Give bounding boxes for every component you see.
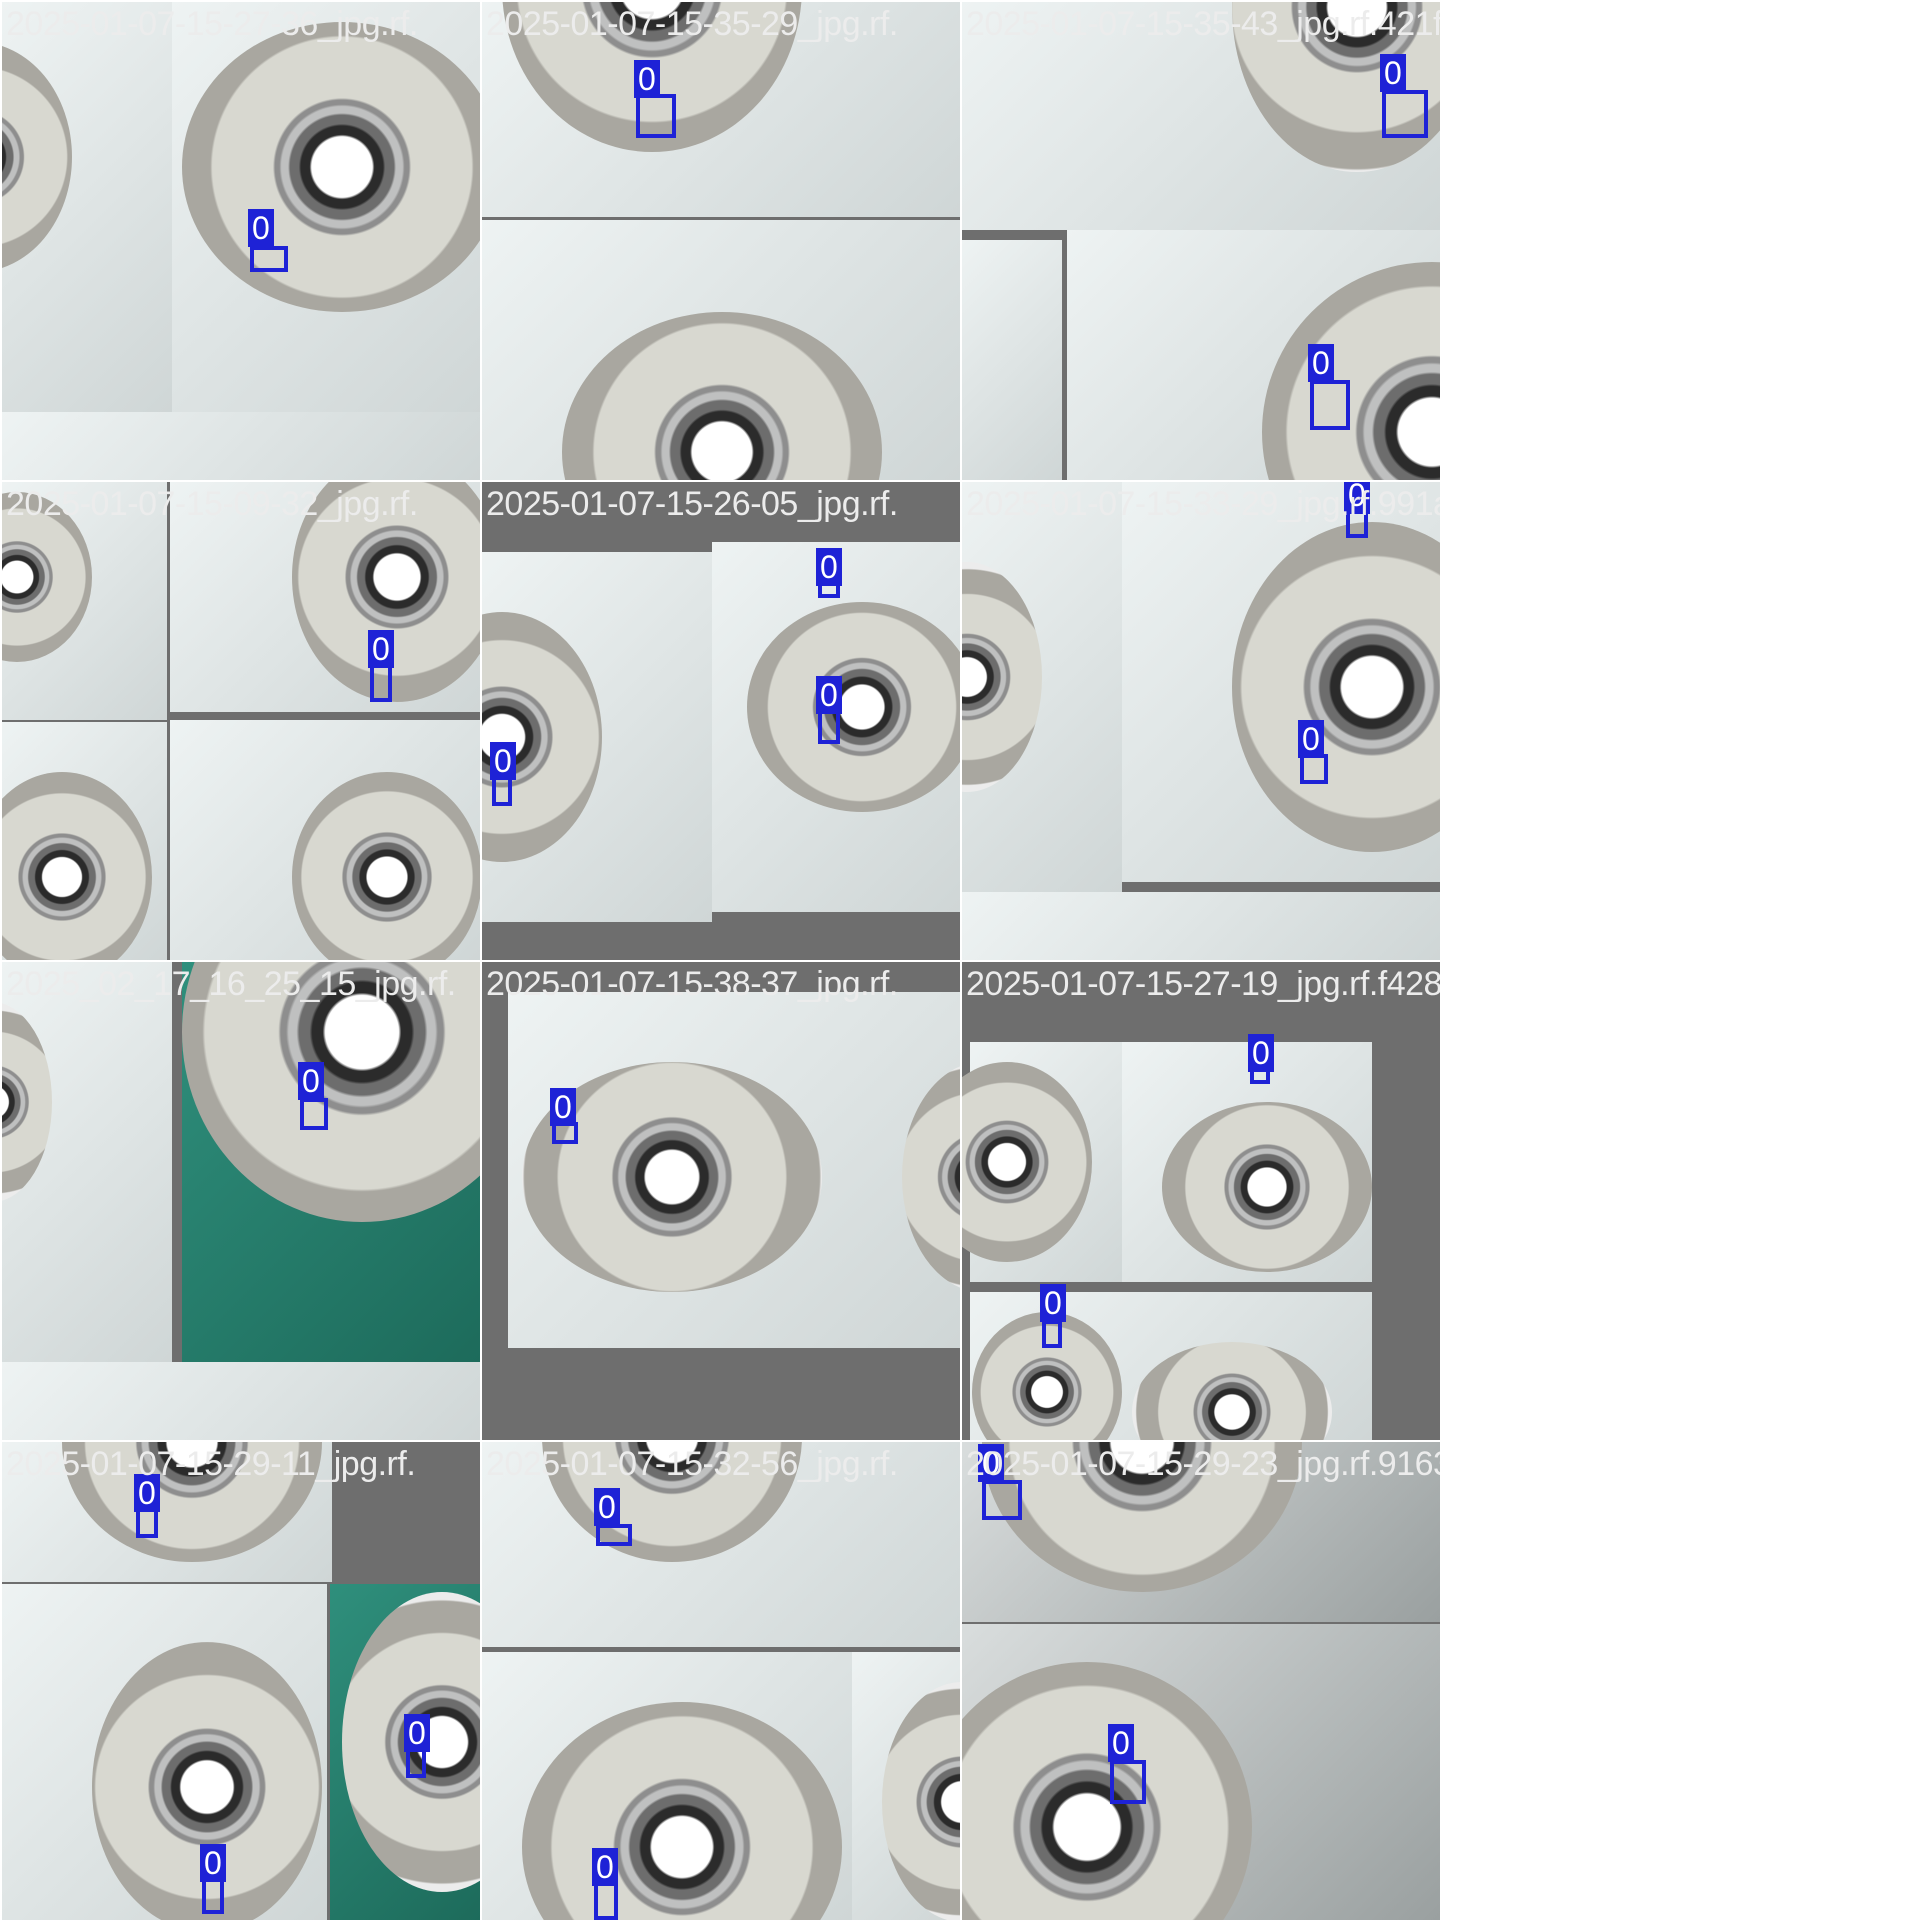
mosaic-tile: 0 0 0 2025-01-07-15-26-05_jpg.rf. <box>482 482 960 960</box>
box-label: 0 <box>816 548 842 586</box>
tile-caption: 2025-01-07-15-09-32_jpg.rf. <box>6 485 418 523</box>
box-label: 0 <box>1380 54 1406 92</box>
bounding-box <box>1110 1760 1146 1804</box>
mosaic-tile: 0 0 2025-01-07-15-27-19_jpg.rf.f42899149… <box>962 962 1440 1440</box>
bounding-box <box>202 1878 224 1914</box>
box-label: 0 <box>404 1714 430 1752</box>
tile-caption: 2025-01-07-15-35-29_jpg.rf. <box>486 5 898 43</box>
bounding-box <box>594 1882 618 1920</box>
mosaic-tile: 0 2025-01-07-15-09-32_jpg.rf. <box>2 482 480 960</box>
tile-caption: 2025-01-07-15-33-29_jpg.rf.991a38ec31f65 <box>966 485 1440 523</box>
box-label: 0 <box>1298 720 1324 758</box>
box-label: 0 <box>816 676 842 714</box>
bounding-box <box>406 1748 426 1778</box>
tile-caption: 2025-01-07-15-27-36_jpg.rf. <box>6 5 418 43</box>
box-label: 0 <box>1308 344 1334 382</box>
bounding-box <box>818 710 840 744</box>
bounding-box <box>636 94 676 138</box>
tile-caption: 2025-01-07-15-32-56_jpg.rf. <box>486 1445 898 1483</box>
tile-caption: 2025-01-07-15-27-19_jpg.rf.f42899149553c <box>966 965 1440 1003</box>
bounding-box <box>136 1508 158 1538</box>
mosaic-tile: 0 0 2025-01-07-15-29-23_jpg.rf.9163da244… <box>962 1442 1440 1920</box>
box-label: 0 <box>592 1848 618 1886</box>
box-label: 0 <box>248 209 274 247</box>
box-label: 0 <box>978 1444 1004 1482</box>
box-label: 0 <box>1108 1724 1134 1762</box>
tile-caption: 2025-01-07-15-38-37_jpg.rf. <box>486 965 898 1003</box>
box-label: 0 <box>490 742 516 780</box>
mosaic-tile: 0 0 2025-01-07-15-33-29_jpg.rf.991a38ec3… <box>962 482 1440 960</box>
tile-caption: 2025-01-07-15-26-05_jpg.rf. <box>486 485 898 523</box>
box-label: 0 <box>1040 1284 1066 1322</box>
box-label: 0 <box>1248 1034 1274 1072</box>
box-label: 0 <box>200 1844 226 1882</box>
bounding-box <box>1300 754 1328 784</box>
mosaic-tile: 0 0 2025-01-07-15-32-56_jpg.rf. <box>482 1442 960 1920</box>
mosaic-tile: 0 2025_02_17_16_25_15_jpg.rf. <box>2 962 480 1440</box>
mosaic-tile: 0 2025-01-07-15-38-37_jpg.rf. <box>482 962 960 1440</box>
mosaic-tile: 0 2025-01-07-15-35-29_jpg.rf. <box>482 2 960 480</box>
bounding-box <box>300 1098 328 1130</box>
bounding-box <box>492 776 512 806</box>
box-label: 0 <box>550 1088 576 1126</box>
box-label: 0 <box>298 1062 324 1100</box>
mosaic-tile: 0 2025-01-07-15-27-36_jpg.rf. <box>2 2 480 480</box>
box-label: 0 <box>134 1474 160 1512</box>
tile-caption: 2025_02_17_16_25_15_jpg.rf. <box>6 965 456 1003</box>
bounding-box <box>1042 1320 1062 1348</box>
tile-caption: 2025-01-07-15-29-11_jpg.rf. <box>6 1445 416 1483</box>
box-label: 0 <box>368 630 394 668</box>
tile-caption: 2025-01-07-15-29-23_jpg.rf.9163da2446533 <box>966 1445 1440 1483</box>
bounding-box <box>1382 90 1428 138</box>
bounding-box <box>1310 380 1350 430</box>
bounding-box <box>596 1524 632 1546</box>
box-label: 0 <box>634 60 660 98</box>
mosaic-tile: 0 0 0 2025-01-07-15-29-11_jpg.rf. <box>2 1442 480 1920</box>
box-label: 0 <box>1344 482 1370 514</box>
bounding-box <box>982 1480 1022 1520</box>
bounding-box <box>370 664 392 702</box>
mosaic-tile: 0 0 2025-01-07-15-35-43_jpg.rf.421f163fc… <box>962 2 1440 480</box>
box-label: 0 <box>594 1488 620 1526</box>
bounding-box <box>250 246 288 272</box>
tile-caption: 2025-01-07-15-35-43_jpg.rf.421f163fc9a9a… <box>966 5 1440 43</box>
